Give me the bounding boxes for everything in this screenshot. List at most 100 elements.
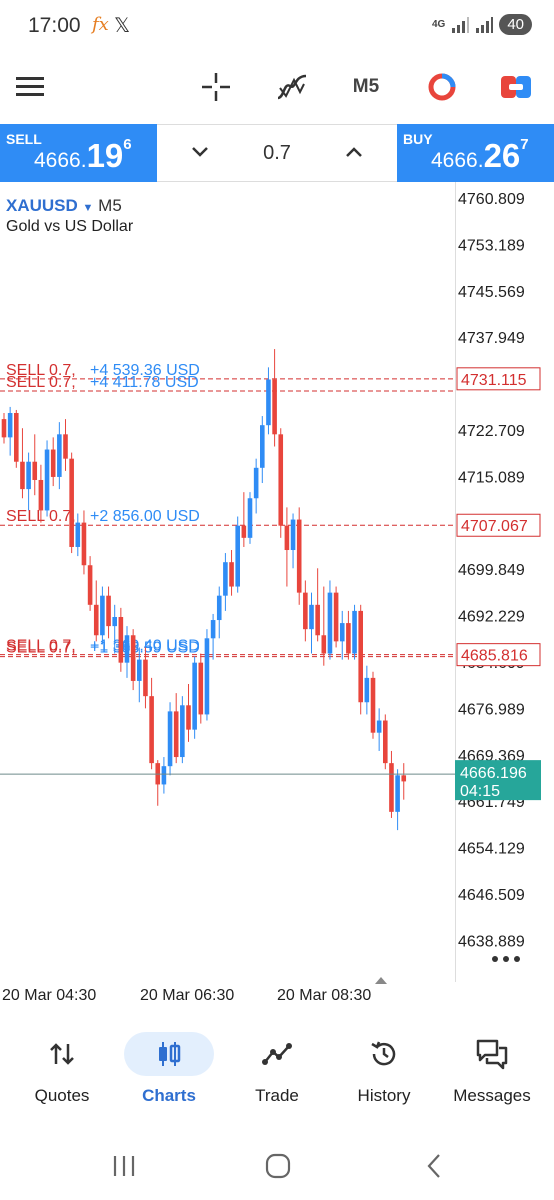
- sell-price-big: 19: [86, 137, 124, 174]
- candle-body: [290, 519, 296, 551]
- candle-countdown: 04:15: [460, 783, 500, 800]
- price-chart[interactable]: 4760.8094753.1894745.5694737.9494730.329…: [0, 182, 554, 1012]
- candle-body: [241, 525, 247, 538]
- trade-icon: [262, 1043, 292, 1065]
- symbol-selector[interactable]: XAUUSD ▼ M5: [6, 196, 122, 216]
- candle-body: [44, 449, 50, 511]
- candle-body: [50, 449, 56, 477]
- nav-pill-active: [124, 1032, 214, 1076]
- new-order-icon: [501, 76, 531, 98]
- volume-value[interactable]: 0.7: [263, 142, 291, 164]
- x-app-icon: 𝕏: [114, 15, 131, 37]
- scroll-end-icon[interactable]: [375, 977, 387, 984]
- recents-button[interactable]: [94, 1146, 154, 1186]
- back-button[interactable]: [404, 1146, 464, 1186]
- candle-body: [210, 620, 216, 639]
- indicators-button[interactable]: [270, 52, 314, 122]
- nav-history[interactable]: History: [329, 1026, 439, 1116]
- candle-body: [81, 522, 87, 566]
- candle-body: [32, 461, 38, 480]
- time-axis-label: 20 Mar 04:30: [2, 987, 96, 1004]
- nav-trade[interactable]: Trade: [222, 1026, 332, 1116]
- sell-button[interactable]: SELL 4666.196: [0, 124, 157, 182]
- candle-body: [284, 525, 290, 551]
- candle-body: [198, 662, 204, 715]
- candle-body: [389, 763, 394, 812]
- candle-body: [192, 662, 197, 730]
- volume-increase-icon[interactable]: [345, 145, 363, 159]
- price-axis-label: 4692.229: [458, 609, 525, 626]
- price-axis-label: 4646.509: [458, 887, 525, 904]
- indicators-icon: [277, 74, 307, 100]
- position-label-profit: +4 539.36 USD: [90, 362, 200, 379]
- position-label-type: SELL 0.7,: [6, 640, 76, 657]
- price-axis-label: 4722.709: [458, 423, 525, 440]
- candle-body: [260, 425, 265, 468]
- chart-canvas[interactable]: 4760.8094753.1894745.5694737.9494730.329…: [0, 182, 554, 1012]
- one-click-panel: SELL 4666.196 0.7 BUY 4666.267: [0, 124, 554, 182]
- menu-button[interactable]: [8, 52, 52, 122]
- one-click-icon: [428, 73, 456, 101]
- candle-body: [296, 519, 302, 593]
- bottom-navigation: Quotes Charts Trade History Messages: [0, 1026, 554, 1116]
- position-label-profit: +2 856.00 USD: [90, 508, 200, 525]
- timeframe-button[interactable]: M5: [352, 76, 380, 97]
- candle-body: [14, 413, 19, 462]
- nav-messages[interactable]: Messages: [437, 1026, 547, 1116]
- price-axis-label: 4715.089: [458, 469, 525, 486]
- position-label-profit: +1 369.40 USD: [90, 638, 200, 655]
- candle-body: [143, 659, 148, 697]
- current-price-label: 4666.196: [460, 765, 527, 782]
- status-time: 17:00: [28, 14, 81, 37]
- price-axis-label: 4654.129: [458, 841, 525, 858]
- time-axis-label: 20 Mar 08:30: [277, 987, 371, 1004]
- status-indicators: 4G 40: [432, 14, 532, 35]
- dropdown-triangle-icon: ▼: [82, 202, 94, 214]
- symbol-name: XAUUSD: [6, 196, 78, 215]
- candle-body: [100, 595, 105, 636]
- price-axis-label: 4753.189: [458, 237, 525, 254]
- buy-button[interactable]: BUY 4666.267: [397, 124, 554, 182]
- buy-price-main: 4666.: [431, 149, 484, 172]
- nav-label: History: [357, 1086, 411, 1105]
- candle-body: [7, 413, 13, 438]
- position-price-label: 4707.067: [461, 518, 528, 535]
- home-icon: [265, 1153, 291, 1179]
- candle-body: [339, 623, 345, 642]
- candle-body: [253, 467, 259, 499]
- new-order-button[interactable]: [494, 52, 538, 122]
- home-button[interactable]: [248, 1146, 308, 1186]
- sell-price-sup: 6: [123, 136, 132, 153]
- candle-body: [167, 711, 173, 767]
- candle-body: [118, 616, 124, 663]
- crosshair-icon: [202, 73, 230, 101]
- more-options-icon[interactable]: [490, 954, 522, 964]
- candle-body: [383, 720, 388, 764]
- position-price-tag: [456, 643, 541, 667]
- price-axis-border: [455, 182, 456, 982]
- candle-body: [272, 379, 277, 435]
- position-label-type: SELL 0.7,: [6, 638, 76, 655]
- price-axis-label: 4676.989: [458, 701, 525, 718]
- current-price-tag: [455, 760, 541, 801]
- candle-body: [216, 595, 222, 621]
- position-label-profit: +1 383.59 USD: [90, 640, 200, 657]
- candle-body: [20, 461, 25, 490]
- position-label-profit: +4 411.78 USD: [90, 374, 199, 391]
- back-icon: [427, 1154, 440, 1178]
- signal-icon: [452, 16, 470, 33]
- nav-label: Charts: [142, 1086, 196, 1105]
- nav-quotes[interactable]: Quotes: [7, 1026, 117, 1116]
- volume-decrease-icon[interactable]: [191, 145, 209, 159]
- candle-body: [235, 525, 240, 587]
- nav-charts[interactable]: Charts: [114, 1026, 224, 1116]
- crosshair-button[interactable]: [196, 52, 236, 122]
- position-price-label: 4731.115: [461, 372, 527, 389]
- time-axis-label: 20 Mar 06:30: [140, 987, 234, 1004]
- nav-label: Trade: [255, 1086, 299, 1105]
- candle-body: [223, 562, 228, 596]
- candle-body: [180, 705, 185, 758]
- one-click-trading-button[interactable]: [420, 52, 464, 122]
- system-navigation: [0, 1132, 554, 1200]
- network-label: 4G: [431, 19, 446, 30]
